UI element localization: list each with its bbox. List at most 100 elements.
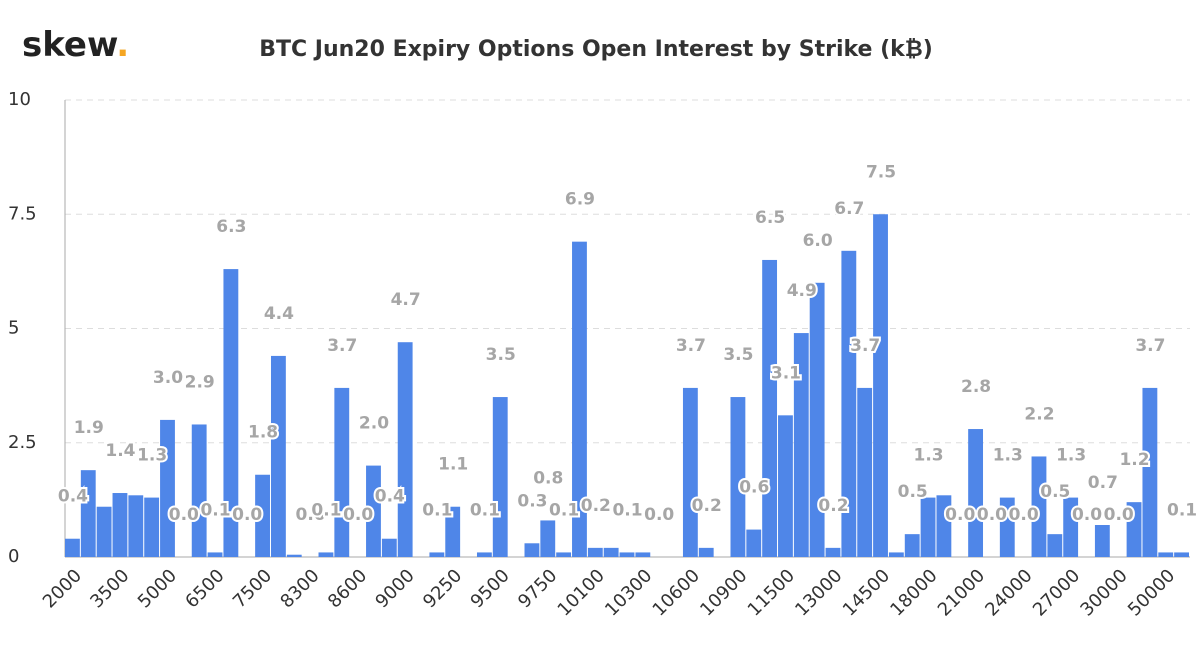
bar [191,424,207,557]
value-label: 4.9 [787,281,817,301]
value-label: 3.7 [850,336,880,356]
value-label: 0.6 [739,478,769,498]
value-label: 2.2 [1024,404,1054,424]
x-tick-label: 10100 [554,565,609,620]
bar [65,538,80,557]
bar [96,506,112,557]
bar [635,552,651,557]
value-label: 0.0 [296,505,326,525]
value-label: 1.3 [137,446,167,466]
value-label: 0.0 [644,505,674,525]
y-tick-label: 5 [8,318,19,339]
y-tick-label: 7.5 [8,203,37,224]
value-label: 0.1 [549,500,579,520]
x-tick-label: 8600 [324,565,371,612]
bar [1142,387,1158,557]
value-label: 0.3 [517,491,547,511]
value-label: 4.7 [391,290,421,310]
value-label: 0.5 [1040,482,1070,502]
value-label: 0.1 [612,500,642,520]
value-label: 2.9 [185,372,215,392]
bar [334,387,350,557]
value-label: 0.0 [945,505,975,525]
bar [1063,497,1079,557]
value-label: 1.3 [1056,446,1086,466]
value-label: 1.8 [248,423,278,443]
bar [255,474,270,557]
y-tick-label: 10 [8,89,31,110]
bar [999,497,1015,557]
value-label: 2.8 [961,377,991,397]
value-label: 6.5 [755,208,785,228]
value-label: 0.0 [232,505,262,525]
bar [1158,552,1174,557]
value-label: 1.1 [438,455,468,475]
bar [762,259,778,557]
logo: skew. [22,25,129,65]
value-label: 6.7 [834,199,864,219]
bar [572,241,587,558]
bar [556,552,572,557]
bar [857,387,873,557]
value-label: 1.4 [105,441,135,461]
bar [1047,534,1063,557]
value-label: 0.1 [422,500,452,520]
bar [80,470,96,557]
value-label: 0.2 [818,496,848,516]
bar [698,547,714,557]
bar [587,547,603,557]
bar [1031,456,1047,557]
value-label: 0.4 [58,487,88,507]
bar [1174,552,1189,557]
value-label: 7.5 [866,162,896,182]
bar [112,493,128,557]
chart-title: BTC Jun20 Expiry Options Open Interest b… [259,37,933,62]
value-label: 0.4 [375,487,405,507]
bar [207,552,223,557]
bar [619,552,635,557]
value-label: 0.0 [1009,505,1039,525]
value-label: 0.0 [1104,505,1134,525]
logo-text: skew [22,25,118,65]
y-tick-label: 0 [8,546,19,567]
bar [381,538,397,557]
value-label: 3.7 [1135,336,1165,356]
bar [920,497,936,557]
x-tick-label: 50000 [1124,565,1179,620]
value-label: 0.1 [1167,500,1197,520]
value-label: 0.0 [343,505,373,525]
value-label: 1.9 [74,418,104,438]
bar [492,397,508,557]
bar [524,543,540,557]
x-tick-label: 6500 [181,565,228,612]
value-label: 3.0 [153,368,183,388]
value-label: 1.3 [913,446,943,466]
x-tick-label: 21000 [934,565,989,620]
value-label: 3.5 [723,345,753,365]
x-tick-label: 8300 [276,565,323,612]
bar [128,495,144,557]
value-label: 6.9 [565,190,595,210]
value-label: 0.5 [898,482,928,502]
value-label: 0.1 [470,500,500,520]
bar [1126,502,1142,557]
value-label: 0.2 [581,496,611,516]
value-label: 0.8 [533,468,563,488]
bar [160,419,175,557]
x-tick-label: 18000 [886,565,941,620]
bar [809,282,825,557]
x-tick-label: 9500 [467,565,514,612]
value-label: 0.1 [200,500,230,520]
bar [318,552,334,557]
bar [682,387,698,557]
x-tick-label: 10600 [649,565,704,620]
value-label: 0.7 [1088,473,1118,493]
value-label: 1.3 [993,446,1023,466]
value-label: 4.4 [264,304,294,324]
value-label: 0.0 [1072,505,1102,525]
bar [540,520,556,557]
x-tick-label: 11500 [744,565,799,620]
x-tick-label: 30000 [1076,565,1131,620]
